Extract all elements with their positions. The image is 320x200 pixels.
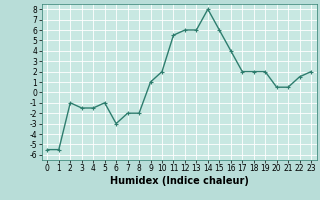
X-axis label: Humidex (Indice chaleur): Humidex (Indice chaleur) [110,176,249,186]
